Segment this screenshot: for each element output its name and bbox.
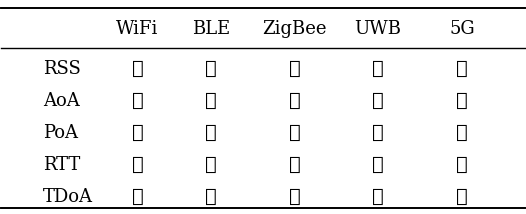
Text: ✓: ✓: [372, 188, 384, 207]
Text: ✓: ✓: [289, 60, 300, 78]
Text: ✗: ✗: [289, 156, 300, 174]
Text: ✓: ✓: [132, 92, 143, 110]
Text: ✓: ✓: [372, 92, 384, 110]
Text: ✗: ✗: [372, 124, 384, 142]
Text: RSS: RSS: [43, 60, 81, 78]
Text: BLE: BLE: [191, 20, 230, 38]
Text: ZigBee: ZigBee: [262, 20, 327, 38]
Text: ✓: ✓: [132, 60, 143, 78]
Text: ✓: ✓: [289, 92, 300, 110]
Text: ✗: ✗: [205, 188, 217, 207]
Text: ✗: ✗: [205, 156, 217, 174]
Text: 5G: 5G: [449, 20, 474, 38]
Text: ✓: ✓: [372, 156, 384, 174]
Text: PoA: PoA: [43, 124, 78, 142]
Text: ✓: ✓: [289, 124, 300, 142]
Text: AoA: AoA: [43, 92, 80, 110]
Text: ✓: ✓: [372, 60, 384, 78]
Text: ✓: ✓: [456, 60, 468, 78]
Text: ✓: ✓: [132, 156, 143, 174]
Text: ✗: ✗: [132, 124, 143, 142]
Text: ✓: ✓: [456, 92, 468, 110]
Text: TDoA: TDoA: [43, 188, 93, 207]
Text: ✗: ✗: [132, 188, 143, 207]
Text: ✓: ✓: [205, 92, 217, 110]
Text: ✓: ✓: [456, 124, 468, 142]
Text: ✓: ✓: [205, 60, 217, 78]
Text: UWB: UWB: [355, 20, 402, 38]
Text: ✓: ✓: [205, 124, 217, 142]
Text: ✓: ✓: [456, 188, 468, 207]
Text: ✗: ✗: [456, 156, 468, 174]
Text: RTT: RTT: [43, 156, 80, 174]
Text: WiFi: WiFi: [116, 20, 159, 38]
Text: ✗: ✗: [289, 188, 300, 207]
